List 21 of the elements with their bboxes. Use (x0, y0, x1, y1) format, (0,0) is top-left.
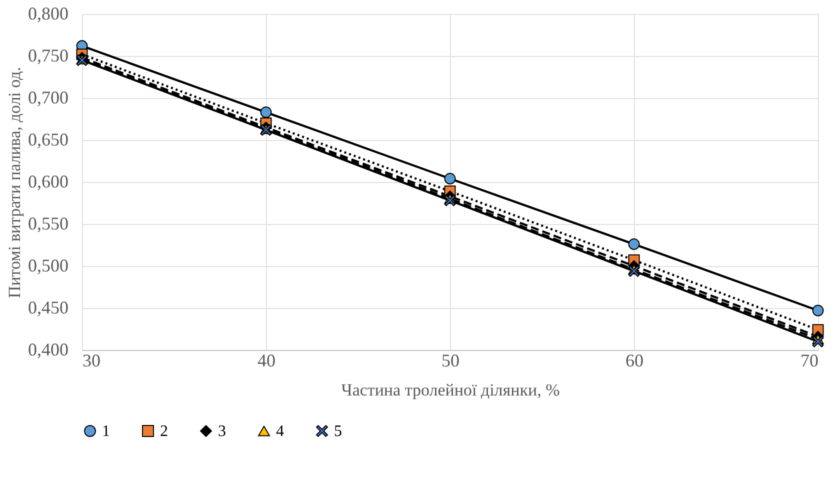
y-axis-title: Питомі витрати палива, долі од. (5, 66, 24, 298)
x-tick-label: 30 (82, 350, 100, 370)
legend-label: 2 (160, 423, 168, 440)
x-tick-label: 50 (442, 350, 460, 370)
y-tick-label: 0,450 (28, 298, 68, 318)
y-tick-label: 0,700 (28, 88, 68, 108)
legend-label: 3 (218, 423, 226, 440)
y-tick-label: 0,800 (28, 4, 68, 24)
legend-label: 1 (102, 423, 110, 440)
legend-label: 4 (276, 423, 284, 440)
legend-label: 5 (334, 423, 342, 440)
y-tick-label: 0,500 (28, 256, 68, 276)
x-tick-label: 60 (626, 350, 644, 370)
y-tick-label: 0,750 (28, 46, 68, 66)
x-tick-label: 40 (258, 350, 276, 370)
x-axis-title: Частина тролейної ділянки, % (341, 380, 560, 400)
y-tick-label: 0,650 (28, 130, 68, 150)
x-tick-label: 70 (800, 350, 818, 370)
y-tick-label: 0,400 (28, 340, 68, 360)
y-tick-label: 0,600 (28, 172, 68, 192)
y-tick-label: 0,550 (28, 214, 68, 234)
